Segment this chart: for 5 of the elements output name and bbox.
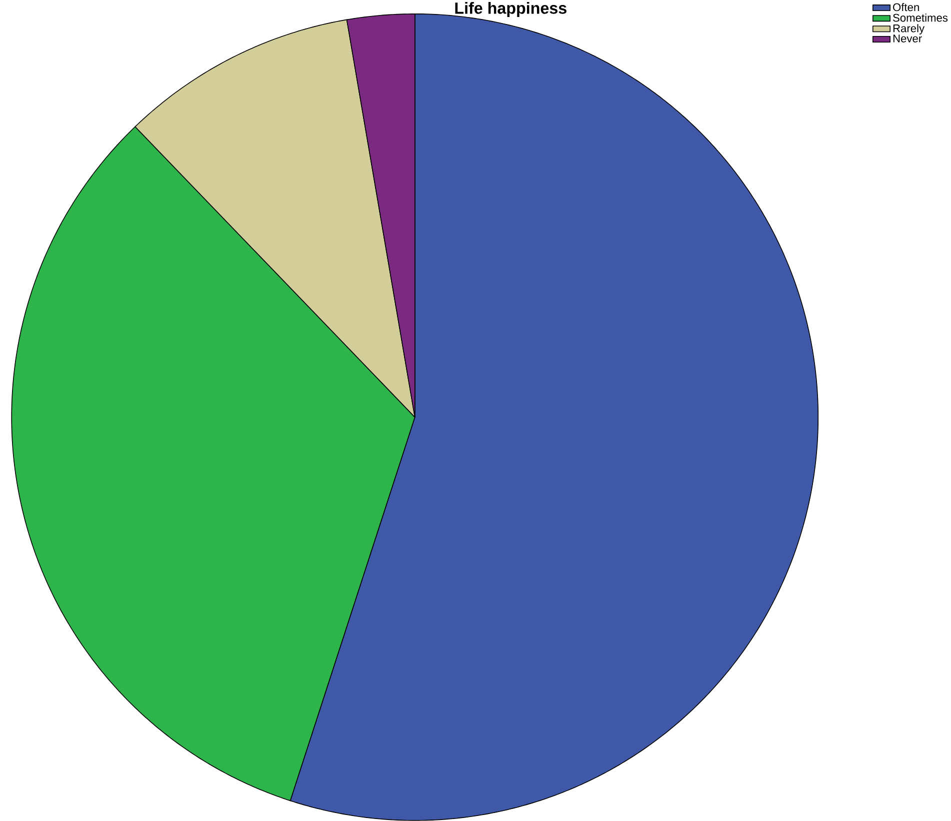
slice-label: Often [893,3,919,12]
legend-label: Sometimes [893,14,948,22]
legend-label: Never [893,34,922,42]
chart-title: Life happiness [455,2,566,18]
legend-label: Rarely [893,24,925,35]
